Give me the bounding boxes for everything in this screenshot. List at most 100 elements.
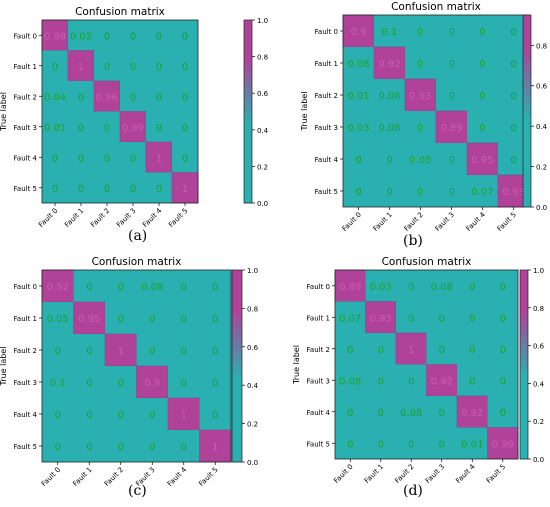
- cell-value-label: 0: [130, 62, 136, 73]
- cell-value-label: 0: [347, 439, 353, 450]
- colorbar-segment: [244, 180, 252, 186]
- colorbar-segment: [523, 72, 531, 78]
- y-axis-label: True label: [292, 345, 301, 385]
- matrix-cell: [168, 430, 200, 462]
- cell-value-label: 0: [439, 313, 445, 324]
- matrix-cell: [334, 269, 366, 302]
- colorbar-segment: [244, 38, 252, 44]
- colorbar-segment: [523, 139, 531, 146]
- cell-value-label: 0.93: [409, 91, 431, 102]
- matrix-cell: [136, 365, 169, 399]
- colorbar-segment: [520, 284, 528, 290]
- colorbar-segment: [232, 394, 242, 401]
- x-tick-label: Fault 4: [454, 462, 477, 485]
- cell-value-label: 0: [448, 91, 454, 102]
- colorbar-segment: [523, 183, 531, 189]
- matrix-cell: [374, 15, 405, 47]
- matrix-cell: [42, 334, 74, 366]
- colorbar-segment: [520, 421, 528, 427]
- colorbar-segment: [523, 173, 531, 179]
- cell-value-label: 0: [448, 155, 454, 166]
- cell-value-label: 0: [104, 123, 110, 134]
- matrix-cell: [457, 270, 488, 302]
- matrix-cell: [42, 142, 68, 173]
- matrix-cell: [426, 270, 457, 302]
- x-tick-label: Fault 5: [485, 463, 507, 485]
- colorbar-segment: [232, 322, 242, 329]
- colorbar-segment: [523, 29, 531, 35]
- matrix-cell: [365, 427, 396, 459]
- colorbar-segment: [232, 375, 242, 381]
- colorbar-segment: [523, 192, 531, 198]
- matrix-cell: [374, 175, 405, 207]
- x-tick-label: Fault 0: [37, 207, 59, 229]
- colorbar-segment: [244, 20, 252, 26]
- colorbar-segment: [523, 96, 531, 102]
- matrix-cell: [136, 334, 168, 366]
- cell-value-label: 0: [104, 153, 110, 164]
- cell-value-label: 0.93: [370, 313, 392, 324]
- cell-value-label: 0: [156, 92, 162, 103]
- matrix-cell: [426, 301, 457, 333]
- colorbar-segment: [232, 284, 242, 290]
- colorbar-segment: [232, 390, 242, 396]
- cell-value-label: 0.03: [370, 282, 392, 293]
- colorbar-segment: [520, 449, 528, 455]
- y-tick-label: Fault 0: [14, 32, 37, 40]
- y-tick-label: Fault 3: [14, 379, 37, 387]
- colorbar-segment: [523, 115, 531, 122]
- colorbar-segment: [520, 331, 528, 337]
- cell-value-label: 0.95: [471, 155, 493, 166]
- confusion-matrix-panel-3: Confusion matrix 0.92 0 0 0.08 0 0 0.05 0.95 0 0 0 0…: [0, 256, 259, 488]
- cell-value-label: 0.07: [339, 313, 361, 324]
- colorbar-segment: [520, 293, 528, 299]
- colorbar-segment: [244, 24, 252, 30]
- colorbar-segment: [520, 326, 528, 332]
- colorbar-segment: [244, 111, 252, 117]
- colorbar-segment: [520, 355, 528, 361]
- cell-value-label: 0: [500, 282, 506, 293]
- colorbar-segment: [244, 120, 252, 126]
- colorbar-segment: [244, 193, 252, 199]
- y-tick-label: Fault 1: [307, 314, 330, 322]
- colorbar-segment: [523, 125, 531, 131]
- matrix-cell: [457, 301, 488, 333]
- matrix-cell: [457, 427, 488, 459]
- colorbar-segment: [232, 366, 242, 372]
- colorbar-segment: [232, 404, 242, 410]
- colorbar-segment: [244, 129, 252, 135]
- matrix-cell: [405, 143, 436, 175]
- colorbar-segment: [232, 414, 242, 420]
- cell-value-label: 1: [181, 410, 187, 421]
- cell-value-label: 0: [479, 27, 485, 38]
- colorbar-segment: [244, 138, 252, 145]
- y-tick-label: Fault 2: [315, 92, 338, 100]
- cell-value-label: 0: [408, 376, 414, 387]
- colorbar-segment: [520, 336, 528, 342]
- matrix-cell: [199, 334, 231, 366]
- cell-value-label: 0: [469, 345, 475, 356]
- colorbar-segment: [523, 82, 531, 88]
- cell-value-label: 0: [500, 376, 506, 387]
- matrix-cell: [136, 398, 168, 430]
- x-tick-label: Fault 0: [332, 463, 354, 485]
- y-tick-label: Fault 0: [315, 28, 338, 36]
- y-tick-label: Fault 4: [315, 156, 339, 164]
- colorbar-segment: [520, 378, 528, 384]
- matrix-cell: [487, 333, 518, 365]
- cell-value-label: 0: [156, 62, 162, 73]
- confusion-matrix-panel-2: Confusion matrix 0.9 0.1 0 0 0 0 0.08 0.92 0 0 0 0 0.…: [300, 1, 548, 233]
- colorbar-tick-label: 0.6: [536, 83, 548, 91]
- cell-value-label: 0.02: [70, 31, 92, 42]
- matrix-cell: [119, 111, 147, 143]
- matrix-cell: [335, 364, 366, 396]
- matrix-cell: [68, 81, 94, 112]
- cell-value-label: 0.92: [431, 376, 453, 387]
- colorbar-segment: [244, 74, 252, 80]
- colorbar-tick-label: 0.2: [247, 421, 258, 429]
- cell-value-label: 0: [500, 345, 506, 356]
- cell-value-label: 0: [510, 91, 516, 102]
- colorbar-segment: [244, 175, 252, 181]
- colorbar-segment: [520, 425, 528, 432]
- matrix-cell: [405, 111, 436, 143]
